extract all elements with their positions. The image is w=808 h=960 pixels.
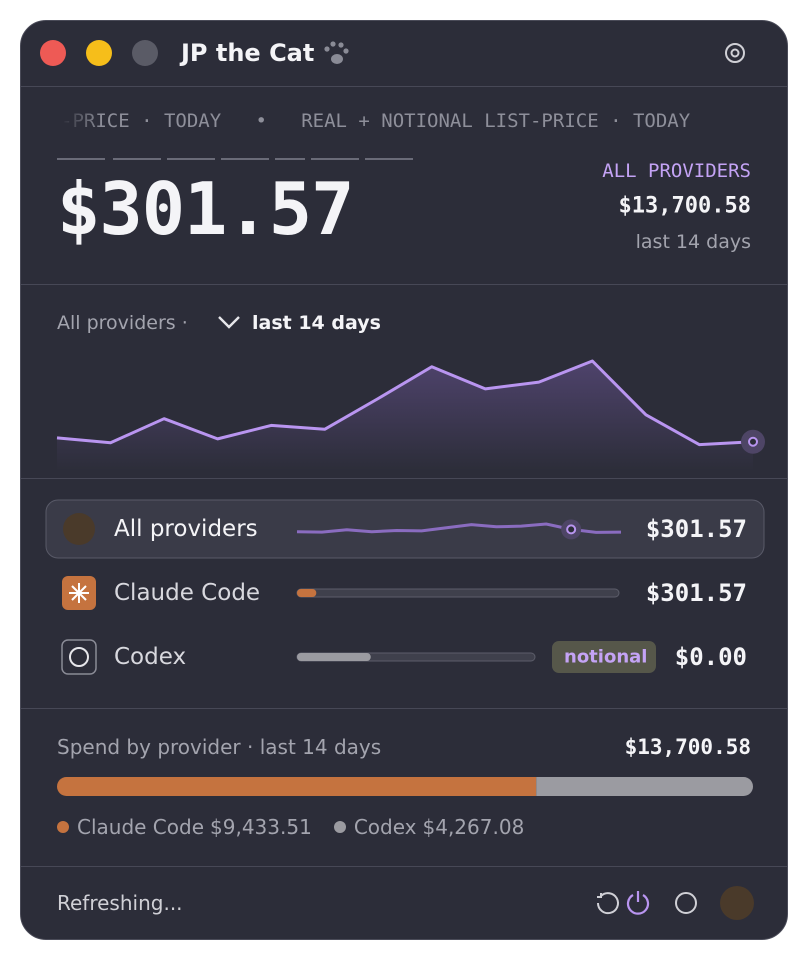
separator [21, 708, 787, 709]
today-amount: $301.57 [57, 167, 354, 251]
claude-glyph [69, 583, 89, 603]
zoom-button[interactable] [132, 40, 158, 66]
chart-area [57, 361, 753, 471]
spend-legend: Claude Code $9,433.51 Codex $4,267.08 [57, 815, 524, 839]
provider-amount: $0.00 [674, 643, 747, 671]
chart-line [56, 359, 754, 447]
paw-icon [324, 41, 349, 64]
footer-avatar[interactable] [720, 886, 754, 920]
spend-total: $13,700.58 [624, 735, 751, 759]
chart-marker [748, 436, 758, 447]
refresh-icon[interactable] [596, 892, 619, 915]
legend-name: Codex [353, 815, 417, 839]
mini-marker [566, 524, 577, 535]
legend-item: Codex $4,267.08 [333, 815, 525, 839]
usage-track [296, 588, 620, 598]
separator [21, 284, 787, 285]
chart-period[interactable]: last 14 days [252, 312, 381, 334]
row-highlight[interactable] [45, 499, 765, 559]
provider-name: Codex [114, 644, 187, 670]
status: Refreshing... [57, 891, 183, 915]
dropdown-chevron[interactable] [218, 316, 240, 329]
avatar [63, 513, 95, 545]
legend-dot [57, 821, 69, 833]
provider-name: All providers [114, 516, 258, 542]
provider-amount: $301.57 [645, 579, 747, 607]
separator [21, 478, 787, 479]
provider-name: Claude Code [114, 580, 261, 606]
legend-value: $4,267.08 [422, 815, 525, 839]
window-title: JP the Cat [181, 39, 315, 67]
spend-segment [57, 777, 537, 796]
legend-name: Claude Code [77, 815, 205, 839]
codex-icon [61, 639, 97, 675]
badge-bg [552, 641, 656, 673]
separator [21, 86, 787, 87]
close-button[interactable] [40, 40, 66, 66]
legend-dot [333, 821, 346, 833]
provider-amount: $301.57 [645, 515, 747, 543]
minimize-button[interactable] [86, 40, 112, 66]
separator [21, 866, 787, 867]
codex-glyph [69, 647, 89, 667]
help-icon[interactable] [675, 892, 697, 914]
settings-icon[interactable] [725, 43, 745, 63]
usage-fill [297, 653, 371, 661]
usage-fill [297, 589, 317, 597]
spend-title: Spend by provider · last 14 days [57, 735, 382, 759]
power-icon[interactable] [626, 891, 650, 915]
ticker: -PRICE · TODAY • REAL + NOTIONAL LIST-PR… [61, 110, 691, 132]
legend-value: $9,433.51 [210, 815, 312, 839]
spend-segment [536, 777, 753, 796]
graphics [40, 40, 765, 920]
app-window: JP the Cat -PRICE · TODAY • REAL + NOTIO… [20, 20, 788, 940]
period-label: last 14 days [635, 231, 751, 253]
chart-filter: All providers · [57, 312, 188, 334]
scope-label: ALL PROVIDERS [602, 160, 751, 182]
total-amount: $13,700.58 [618, 193, 751, 219]
legend-item: Claude Code $9,433.51 [57, 815, 312, 839]
badge: notional [564, 646, 648, 668]
